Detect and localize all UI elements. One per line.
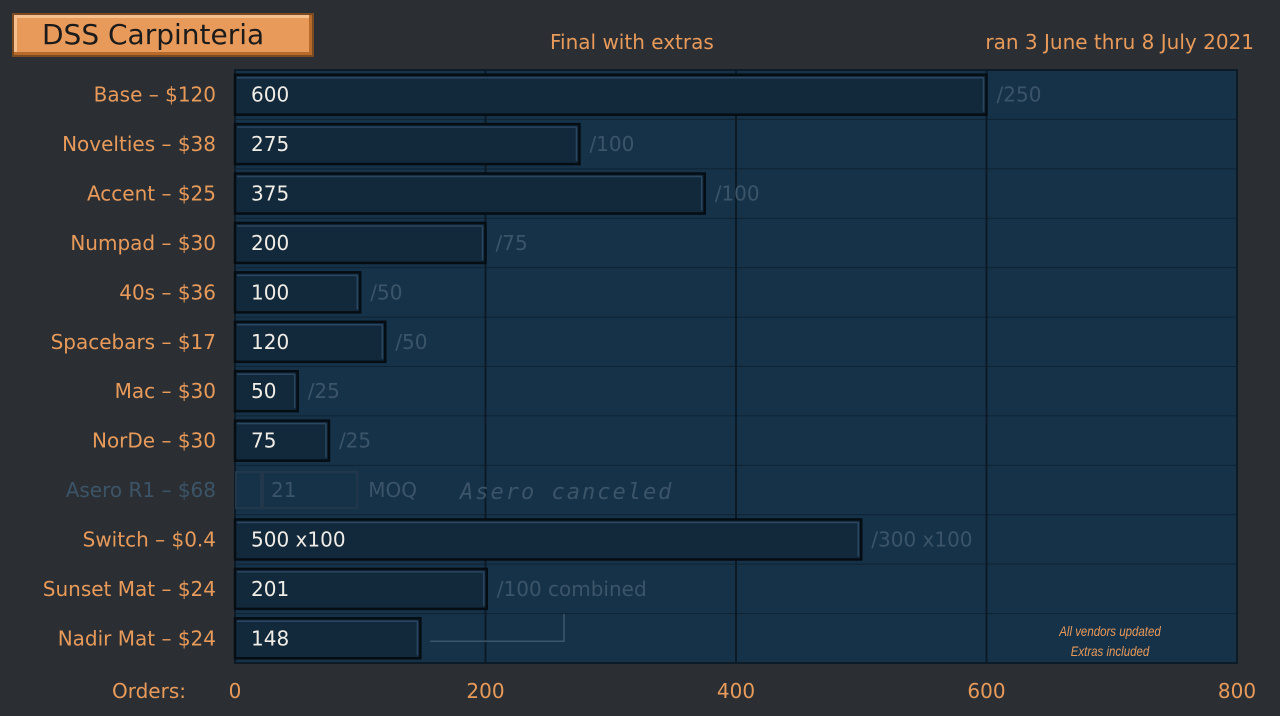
value-label: 375 xyxy=(251,182,289,206)
chart-title: DSS Carpinteria xyxy=(12,13,314,57)
date-range: ran 3 June thru 8 July 2021 xyxy=(985,30,1254,54)
value-label: 600 xyxy=(251,83,289,107)
value-label: 120 xyxy=(251,330,289,354)
moq-label: /300 x100 xyxy=(871,527,972,551)
bar xyxy=(233,221,487,265)
value-label: 148 xyxy=(251,626,289,650)
value-label: 500 x100 xyxy=(251,527,346,551)
category-label: Novelties – $38 xyxy=(62,132,216,156)
category-label: Switch – $0.4 xyxy=(83,527,216,551)
value-label: 75 xyxy=(251,429,276,453)
moq-label: /100 xyxy=(715,182,760,206)
bar xyxy=(233,73,988,116)
chart-subtitle: Final with extras xyxy=(550,30,714,54)
bar xyxy=(233,419,331,462)
bar xyxy=(233,518,863,561)
note-vendors-updated: All vendors updated xyxy=(1059,623,1161,639)
moq-label: /25 xyxy=(339,429,371,453)
note-extras-included: Extras included xyxy=(1070,643,1150,659)
bar xyxy=(233,271,362,314)
canceled-annotation: Asero canceled xyxy=(458,480,673,505)
moq-label: MOQ xyxy=(368,478,417,502)
moq-label: /50 xyxy=(395,330,427,354)
category-label: Spacebars – $17 xyxy=(51,330,216,354)
value-label: 200 xyxy=(251,231,289,255)
category-label: Asero R1 – $68 xyxy=(66,478,216,502)
moq-label: /100 xyxy=(589,132,634,156)
category-label: Accent – $25 xyxy=(87,182,216,206)
moq-label: /25 xyxy=(308,379,340,403)
bar xyxy=(233,617,422,660)
bar xyxy=(233,320,387,364)
bar xyxy=(233,567,489,611)
category-label: NorDe – $30 xyxy=(92,429,216,453)
moq-label: /100 combined xyxy=(497,577,647,601)
x-axis-label: Orders: xyxy=(112,679,186,703)
bar xyxy=(233,369,299,413)
moq-label: /250 xyxy=(997,83,1042,107)
value-label: 275 xyxy=(251,132,289,156)
category-label: Numpad – $30 xyxy=(70,231,216,255)
bar xyxy=(233,122,581,166)
value-label: 201 xyxy=(251,577,289,601)
moq-label: /50 xyxy=(370,280,402,304)
bar xyxy=(235,471,262,510)
x-tick-label: 400 xyxy=(717,679,755,703)
category-label: Sunset Mat – $24 xyxy=(43,577,216,601)
category-label: Mac – $30 xyxy=(115,379,216,403)
category-label: Base – $120 xyxy=(94,83,216,107)
value-label: 21 xyxy=(271,478,296,502)
value-label: 50 xyxy=(251,379,276,403)
x-tick-label: 0 xyxy=(229,679,242,703)
category-label: 40s – $36 xyxy=(119,280,216,304)
moq-label: /75 xyxy=(496,231,528,255)
bar xyxy=(262,471,359,510)
x-tick-label: 600 xyxy=(967,679,1005,703)
x-tick-label: 200 xyxy=(466,679,504,703)
bar xyxy=(233,172,706,215)
value-label: 100 xyxy=(251,280,289,304)
category-label: Nadir Mat – $24 xyxy=(58,626,216,650)
combined-bracket xyxy=(430,613,565,643)
x-tick-label: 800 xyxy=(1218,679,1256,703)
